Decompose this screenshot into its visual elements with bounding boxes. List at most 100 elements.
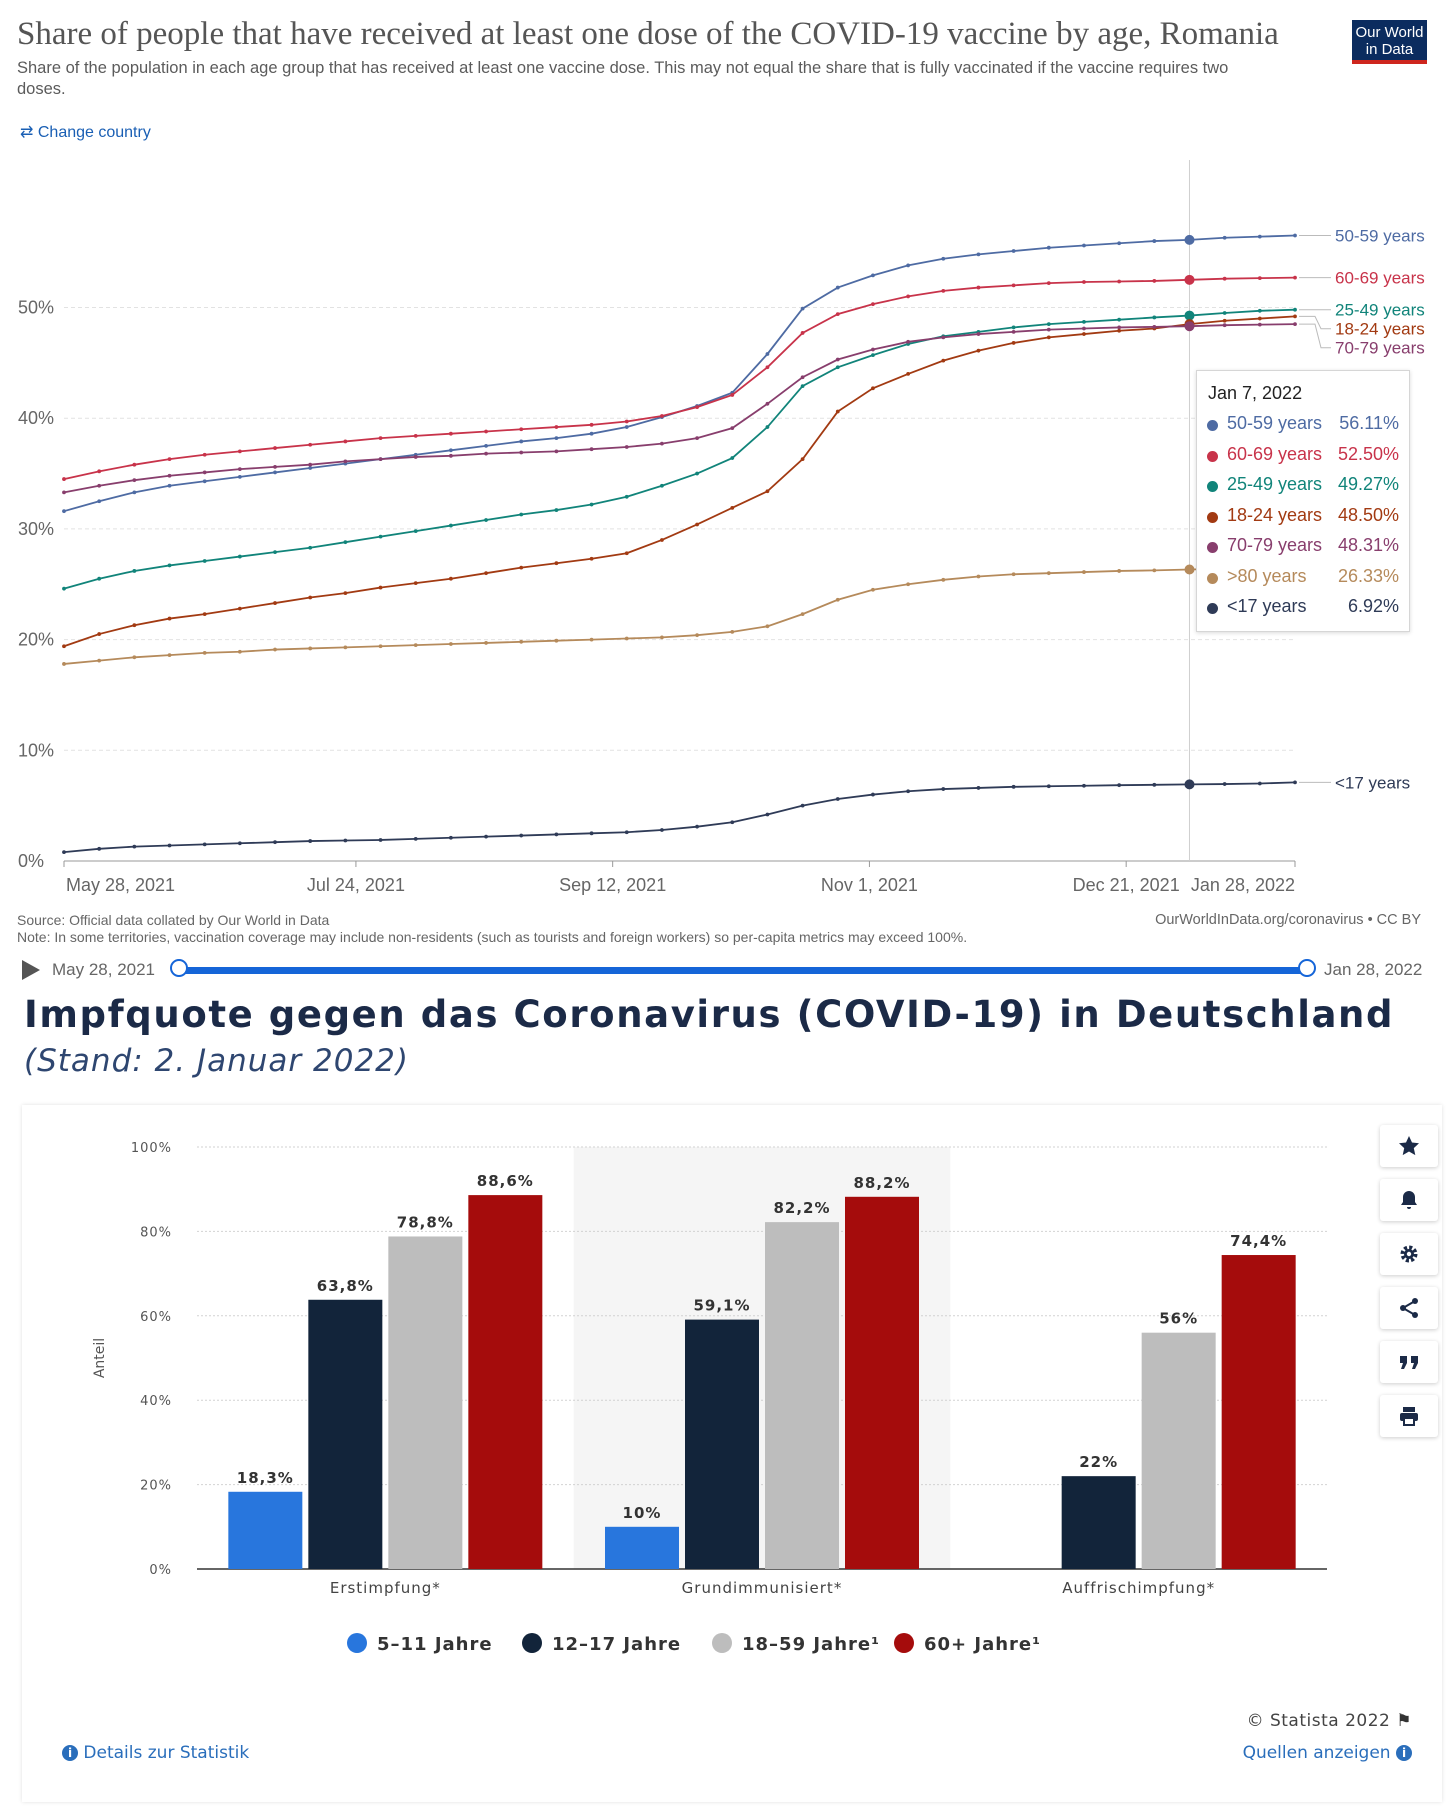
data-point-25-49-years[interactable]	[800, 384, 805, 388]
data-point-50-59-years[interactable]	[871, 273, 875, 278]
data-point-18-24-years[interactable]	[448, 576, 453, 581]
data-point-25-49-years[interactable]	[1011, 325, 1016, 330]
data-point-60-69-years[interactable]	[765, 365, 770, 370]
data-point-50-59-years[interactable]	[97, 499, 102, 504]
data-point-17-years[interactable]	[941, 787, 946, 791]
bar-18-59-jahre-erstimpfung[interactable]	[388, 1236, 463, 1569]
notification-button[interactable]	[1380, 1179, 1438, 1221]
data-point-70-79-years[interactable]	[1184, 321, 1195, 332]
data-point-60-69-years[interactable]	[273, 446, 277, 450]
data-point-18-24-years[interactable]	[906, 372, 911, 376]
data-point-25-49-years[interactable]	[1117, 317, 1122, 322]
data-point-18-24-years[interactable]	[554, 561, 559, 566]
data-point-50-59-years[interactable]	[519, 439, 524, 444]
series-line-60-69-years[interactable]	[63, 276, 1296, 480]
data-point-18-24-years[interactable]	[202, 612, 207, 617]
data-point-80-years[interactable]	[237, 649, 242, 654]
data-point-18-24-years[interactable]	[1117, 328, 1122, 333]
data-point-80-years[interactable]	[132, 655, 137, 660]
data-point-25-49-years[interactable]	[695, 471, 699, 476]
data-point-60-69-years[interactable]	[202, 452, 207, 457]
data-point-70-79-years[interactable]	[62, 490, 66, 495]
data-point-70-79-years[interactable]	[589, 447, 594, 452]
owid-line-chart[interactable]: 0% 10% 20% 30% 40% 50% May 28, 2021 Jul 24, 202…	[0, 140, 1447, 900]
data-point-50-59-years[interactable]	[273, 470, 277, 475]
data-point-80-years[interactable]	[1082, 570, 1086, 574]
data-point-70-79-years[interactable]	[624, 445, 629, 449]
data-point-17-years[interactable]	[1257, 781, 1262, 786]
data-point-18-24-years[interactable]	[589, 556, 594, 561]
data-point-17-years[interactable]	[484, 834, 488, 839]
bar-60-jahre-grundimmunisiert[interactable]	[845, 1196, 919, 1569]
data-point-25-49-years[interactable]	[730, 456, 735, 460]
data-point-50-59-years[interactable]	[167, 483, 172, 488]
data-point-60-69-years[interactable]	[97, 469, 102, 474]
data-point-25-49-years[interactable]	[624, 494, 629, 499]
series-line-80-years[interactable]	[63, 566, 1296, 665]
bar-5-11-jahre-erstimpfung[interactable]	[228, 1491, 303, 1569]
data-point-50-59-years[interactable]	[554, 436, 559, 441]
data-point-70-79-years[interactable]	[660, 441, 664, 446]
data-point-17-years[interactable]	[1184, 779, 1195, 790]
data-point-60-69-years[interactable]	[941, 288, 946, 293]
data-point-18-24-years[interactable]	[484, 571, 488, 576]
data-point-80-years[interactable]	[906, 582, 911, 587]
data-point-60-69-years[interactable]	[624, 419, 629, 424]
data-point-25-49-years[interactable]	[202, 559, 207, 563]
data-point-17-years[interactable]	[167, 843, 172, 848]
legend-item-5-11-jahre[interactable]: 5–11 Jahre	[347, 1633, 493, 1655]
data-point-70-79-years[interactable]	[97, 483, 102, 488]
data-point-70-79-years[interactable]	[1257, 322, 1262, 327]
legend-item-12-17-jahre[interactable]: 12–17 Jahre	[522, 1633, 681, 1655]
data-point-80-years[interactable]	[97, 658, 102, 663]
data-point-18-24-years[interactable]	[765, 489, 770, 494]
data-point-80-years[interactable]	[519, 639, 524, 644]
data-point-60-69-years[interactable]	[519, 427, 524, 432]
data-point-17-years[interactable]	[695, 824, 699, 829]
bar-60-jahre-erstimpfung[interactable]	[468, 1195, 543, 1569]
data-point-60-69-years[interactable]	[835, 312, 840, 317]
data-point-50-59-years[interactable]	[1011, 249, 1016, 253]
data-point-60-69-years[interactable]	[1082, 280, 1086, 284]
data-point-25-49-years[interactable]	[835, 365, 840, 370]
data-point-70-79-years[interactable]	[1152, 324, 1157, 329]
bar-12-17-jahre-erstimpfung[interactable]	[308, 1299, 383, 1569]
data-point-50-59-years[interactable]	[835, 285, 840, 290]
data-point-18-24-years[interactable]	[62, 644, 66, 649]
data-point-17-years[interactable]	[906, 789, 911, 794]
data-point-25-49-years[interactable]	[660, 483, 664, 488]
data-point-60-69-years[interactable]	[1152, 279, 1157, 283]
data-point-50-59-years[interactable]	[624, 425, 629, 429]
data-point-70-79-years[interactable]	[167, 473, 172, 478]
data-point-25-49-years[interactable]	[1257, 308, 1262, 313]
data-point-70-79-years[interactable]	[800, 375, 805, 380]
data-point-25-49-years[interactable]	[448, 523, 453, 528]
data-point-25-49-years[interactable]	[1082, 319, 1086, 324]
data-point-18-24-years[interactable]	[800, 457, 805, 462]
timeline-slider[interactable]: May 28, 2021 Jan 28, 2022	[0, 950, 1447, 986]
data-point-80-years[interactable]	[484, 641, 488, 645]
data-point-70-79-years[interactable]	[413, 455, 418, 459]
data-point-50-59-years[interactable]	[448, 448, 453, 453]
data-point-70-79-years[interactable]	[237, 467, 242, 472]
data-point-70-79-years[interactable]	[871, 347, 875, 352]
data-point-18-24-years[interactable]	[308, 595, 313, 600]
series-line-70-79-years[interactable]	[63, 323, 1296, 494]
data-point-80-years[interactable]	[1184, 564, 1195, 575]
data-point-80-years[interactable]	[871, 587, 875, 592]
data-point-50-59-years[interactable]	[1152, 239, 1157, 243]
data-point-18-24-years[interactable]	[519, 565, 524, 570]
data-point-60-69-years[interactable]	[413, 434, 418, 438]
data-point-25-49-years[interactable]	[765, 425, 770, 429]
change-country-link[interactable]: ⇄ Change country	[20, 122, 151, 142]
data-point-18-24-years[interactable]	[378, 585, 383, 590]
data-point-80-years[interactable]	[62, 662, 66, 666]
data-point-17-years[interactable]	[1082, 783, 1086, 788]
settings-button[interactable]	[1380, 1233, 1438, 1275]
data-point-80-years[interactable]	[167, 653, 172, 657]
data-point-17-years[interactable]	[343, 838, 348, 843]
data-point-17-years[interactable]	[1222, 782, 1227, 786]
data-point-25-49-years[interactable]	[484, 518, 488, 522]
data-point-50-59-years[interactable]	[237, 474, 242, 479]
data-point-70-79-years[interactable]	[765, 401, 770, 406]
